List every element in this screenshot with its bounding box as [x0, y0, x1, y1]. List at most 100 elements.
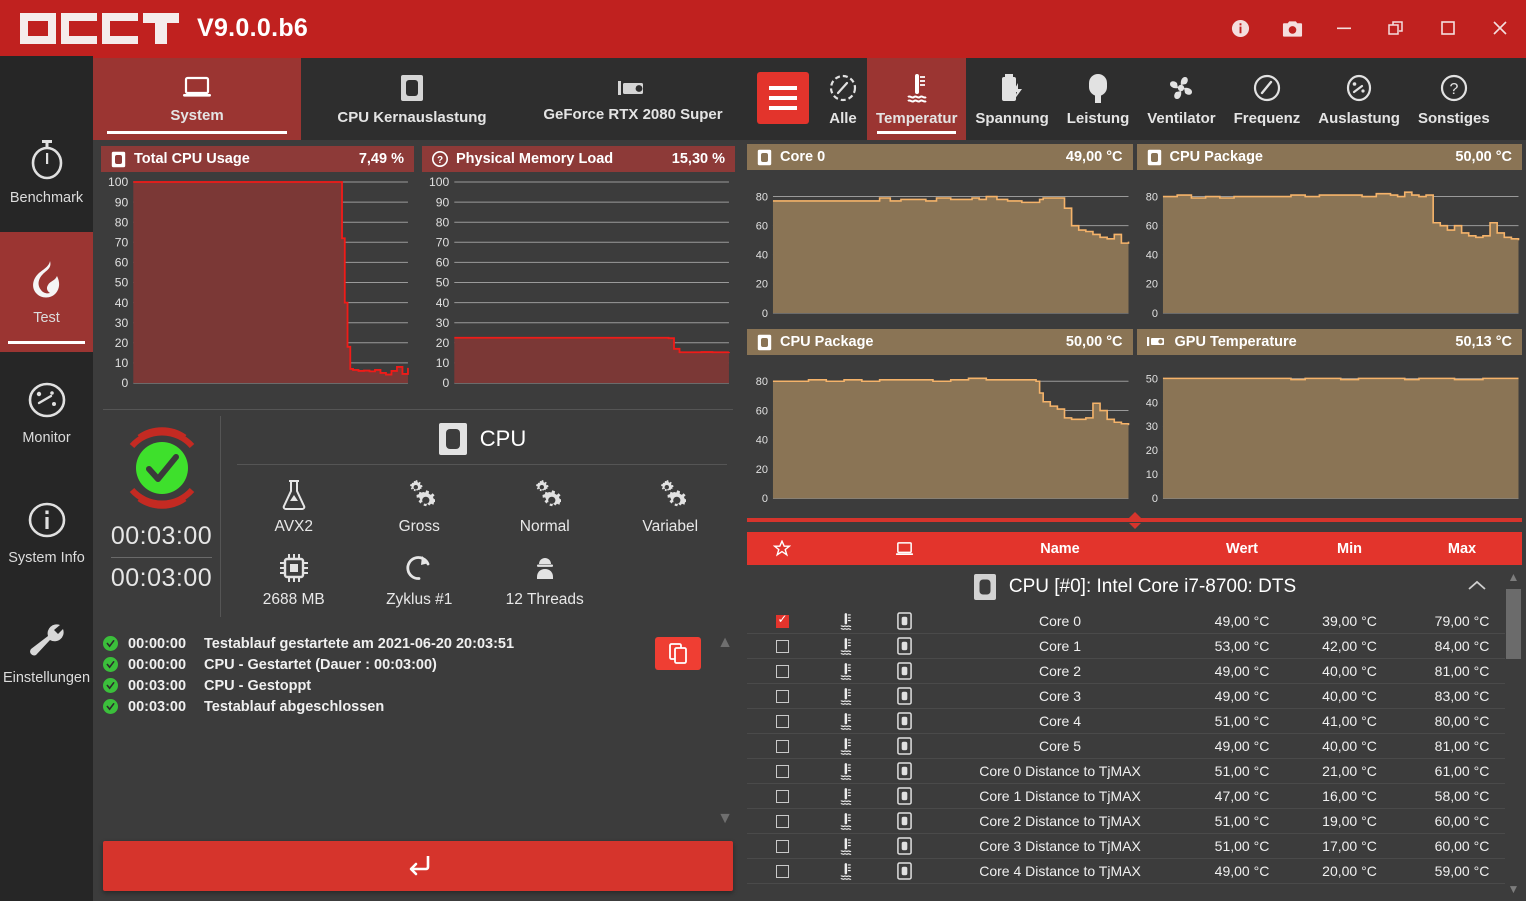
sidebar-item-label: Monitor: [22, 430, 71, 447]
tab-frequenz[interactable]: Frequenz: [1225, 58, 1310, 140]
table-scrollbar[interactable]: ▲ ▼: [1505, 565, 1522, 901]
tab-cpu-kernauslastung[interactable]: CPU Kernauslastung: [301, 58, 523, 140]
sensor-graph-grid: Core 0 49,00 °C 0 20 40 60 80 CPU Package: [743, 140, 1526, 510]
title-bar: V9.0.0.b6: [0, 0, 1526, 56]
tab-geforce-rtx-2080-super[interactable]: GeForce RTX 2080 Super: [523, 58, 743, 140]
tab-spannung[interactable]: Spannung: [966, 58, 1057, 140]
sidebar-item-benchmark[interactable]: Benchmark: [0, 112, 93, 232]
graph-title: Total CPU Usage: [134, 151, 250, 167]
start-test-button[interactable]: [103, 841, 733, 891]
log-scrollbar[interactable]: ▲ ▼: [717, 634, 733, 827]
gauge-load-icon: [1344, 71, 1374, 105]
row-favorite-checkbox[interactable]: [747, 814, 817, 828]
row-favorite-checkbox[interactable]: [747, 864, 817, 878]
table-row[interactable]: Core 0 Distance to TjMAX 51,00 °C 21,00 °C…: [747, 759, 1522, 784]
log-message: CPU - Gestartet (Dauer : 00:03:00): [204, 656, 437, 673]
tab-auslastung[interactable]: Auslastung: [1309, 58, 1409, 140]
copy-log-button[interactable]: [655, 637, 701, 670]
enter-arrow-icon: [409, 856, 430, 876]
tab-leistung[interactable]: Leistung: [1058, 58, 1139, 140]
svg-text:80: 80: [756, 191, 768, 203]
table-row[interactable]: Core 4 51,00 °C 41,00 °C 80,00 °C: [747, 709, 1522, 734]
sidebar-item-test[interactable]: Test: [0, 232, 93, 352]
table-row[interactable]: Core 3 Distance to TjMAX 51,00 °C 17,00 °C…: [747, 834, 1522, 859]
svg-text:60: 60: [1145, 221, 1157, 233]
column-header-max[interactable]: Max: [1447, 540, 1477, 557]
sidebar-item-system-info[interactable]: System Info: [0, 472, 93, 592]
row-favorite-checkbox[interactable]: [747, 714, 817, 728]
row-max: 84,00 °C: [1434, 638, 1490, 654]
thermometer-icon: [817, 712, 875, 731]
tab-system[interactable]: System: [93, 58, 301, 140]
table-row[interactable]: Core 3 49,00 °C 40,00 °C 83,00 °C: [747, 684, 1522, 709]
graph-title: CPU Package: [780, 334, 874, 350]
table-row[interactable]: Core 1 Distance to TjMAX 47,00 °C 16,00 °C…: [747, 784, 1522, 809]
row-favorite-checkbox[interactable]: [747, 613, 817, 628]
config-avx2[interactable]: AVX2: [231, 471, 357, 544]
thermometer-icon: [817, 737, 875, 756]
row-favorite-checkbox[interactable]: [747, 664, 817, 678]
scroll-up-icon[interactable]: ▲: [1507, 570, 1520, 584]
table-row[interactable]: Core 4 Distance to TjMAX 49,00 °C 20,00 °C…: [747, 859, 1522, 884]
minimize-icon[interactable]: [1318, 0, 1370, 56]
favorite-column-header[interactable]: [747, 539, 817, 558]
row-value: 49,00 °C: [1214, 738, 1270, 754]
scroll-down-icon[interactable]: ▼: [717, 810, 733, 827]
graph-plot-gpu-temperature: 0 10 20 30 40 50: [1136, 355, 1522, 510]
svg-text:0: 0: [762, 308, 768, 320]
row-min: 19,00 °C: [1322, 813, 1377, 829]
config-gross[interactable]: Gross: [357, 471, 483, 544]
screenshot-camera-icon[interactable]: [1266, 0, 1318, 56]
row-favorite-checkbox[interactable]: [747, 839, 817, 853]
config-row-2: 2688 MB Zyklus #1 12 Threa: [231, 544, 733, 617]
svg-text:40: 40: [756, 250, 768, 262]
scrollbar-thumb[interactable]: [1506, 589, 1521, 659]
info-icon[interactable]: [1214, 0, 1266, 56]
svg-text:40: 40: [1145, 250, 1157, 262]
tab-ventilator[interactable]: Ventilator: [1138, 58, 1224, 140]
device-column-header[interactable]: [875, 541, 933, 557]
table-row[interactable]: Core 2 Distance to TjMAX 51,00 °C 19,00 °C…: [747, 809, 1522, 834]
svg-text:20: 20: [756, 464, 768, 476]
svg-text:0: 0: [1151, 493, 1157, 505]
close-icon[interactable]: [1474, 0, 1526, 56]
table-row[interactable]: Core 1 53,00 °C 42,00 °C 84,00 °C: [747, 634, 1522, 659]
log-entry: 00:03:00 Testablauf abgeschlossen: [103, 696, 733, 717]
column-header-wert[interactable]: Wert: [1226, 540, 1258, 557]
row-favorite-checkbox[interactable]: [747, 764, 817, 778]
scroll-up-icon[interactable]: ▲: [717, 634, 733, 651]
config-threads[interactable]: 12 Threads: [482, 544, 608, 617]
row-favorite-checkbox[interactable]: [747, 789, 817, 803]
log-time: 00:03:00: [128, 677, 187, 694]
config-normal[interactable]: Normal: [482, 471, 608, 544]
graph-value: 50,13 °C: [1455, 334, 1512, 350]
panel-splitter[interactable]: [747, 512, 1522, 530]
config-cycle[interactable]: Zyklus #1: [357, 544, 483, 617]
sensor-graph-cpu-package-2: CPU Package 50,00 °C 0 20 40 60 80: [747, 329, 1133, 510]
row-favorite-checkbox[interactable]: [747, 739, 817, 753]
restore-icon[interactable]: [1370, 0, 1422, 56]
table-row[interactable]: Core 5 49,00 °C 40,00 °C 81,00 °C: [747, 734, 1522, 759]
svg-text:100: 100: [108, 175, 128, 189]
sensor-graph-gpu-temperature: GPU Temperature 50,13 °C 0 10 20 30 40 50: [1136, 329, 1522, 510]
tab-sonstiges[interactable]: ? Sonstiges: [1409, 58, 1499, 140]
column-header-min[interactable]: Min: [1337, 540, 1362, 557]
scroll-down-icon[interactable]: ▼: [1507, 882, 1520, 896]
hamburger-menu-icon[interactable]: [757, 72, 809, 124]
row-favorite-checkbox[interactable]: [747, 639, 817, 653]
svg-text:0: 0: [762, 493, 768, 505]
row-favorite-checkbox[interactable]: [747, 689, 817, 703]
tab-temperatur[interactable]: Temperatur: [867, 58, 967, 140]
chevron-up-icon[interactable]: [1468, 578, 1486, 596]
table-row[interactable]: Core 0 49,00 °C 39,00 °C 79,00 °C: [747, 609, 1522, 634]
tab-alle[interactable]: Alle: [819, 58, 867, 140]
config-memory-size[interactable]: 2688 MB: [231, 544, 357, 617]
sidebar-item-einstellungen[interactable]: Einstellungen: [0, 592, 93, 712]
config-variabel[interactable]: Variabel: [608, 471, 734, 544]
divider: [237, 464, 727, 465]
column-header-name[interactable]: Name: [1040, 540, 1080, 557]
sidebar-item-monitor[interactable]: Monitor: [0, 352, 93, 472]
maximize-icon[interactable]: [1422, 0, 1474, 56]
table-row[interactable]: Core 2 49,00 °C 40,00 °C 81,00 °C: [747, 659, 1522, 684]
table-group-row[interactable]: CPU [#0]: Intel Core i7-8700: DTS: [747, 565, 1522, 609]
